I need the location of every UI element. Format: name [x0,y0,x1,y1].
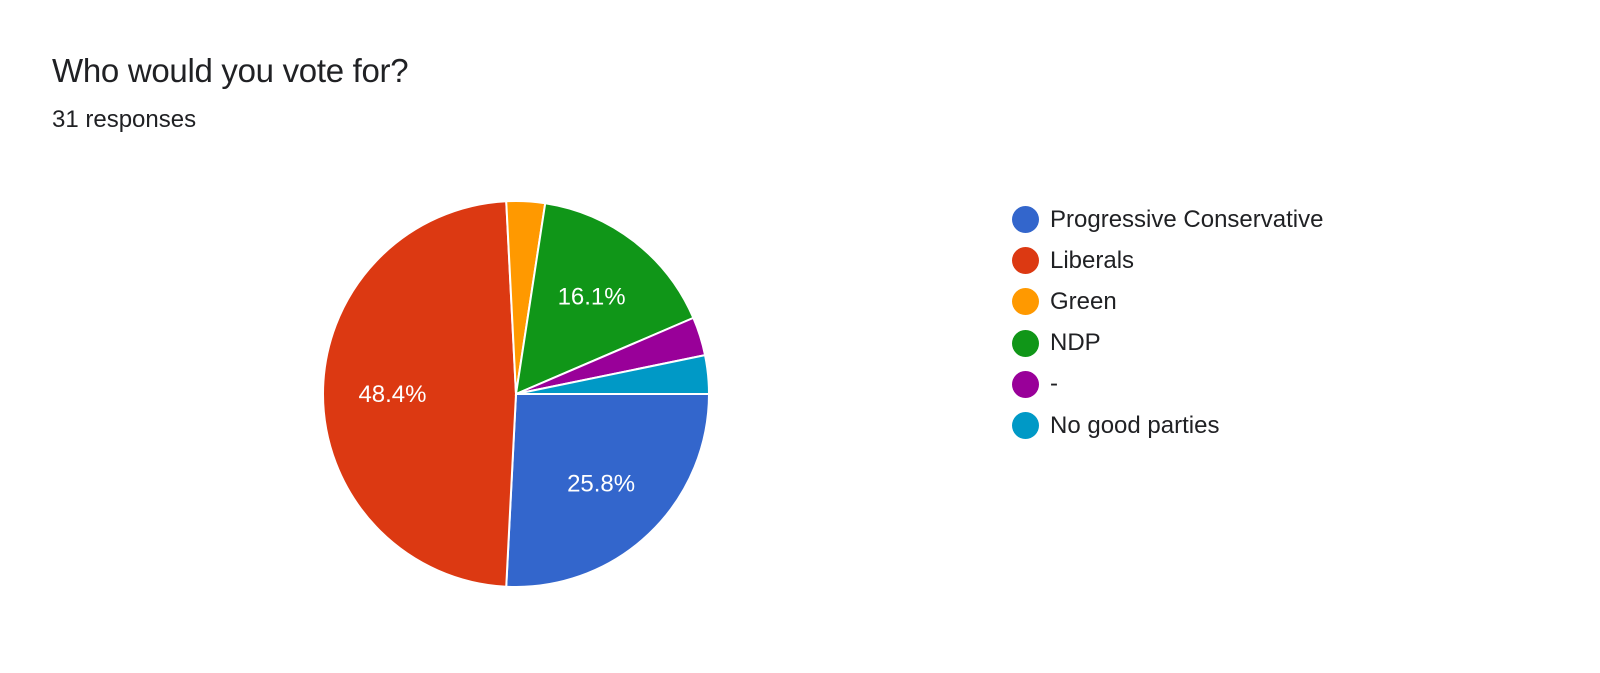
legend-swatch [1012,247,1039,275]
slice-label-ndp: 16.1% [558,283,626,310]
chart-legend: Progressive Conservative Liberals Green NDP… [1012,199,1323,446]
legend-label: NDP [1050,329,1101,357]
legend-item-green: Green [1012,281,1323,322]
legend-item-no-good-parties: No good parties [1012,405,1323,446]
slice-label-liberals: 48.4% [358,381,426,408]
legend-label: Green [1050,287,1117,315]
pie-chart: 25.8% 48.4% 16.1% [322,200,711,588]
legend-item-ndp: NDP [1012,323,1323,364]
chart-title: Who would you vote for? [52,52,409,89]
legend-label: Progressive Conservative [1050,205,1324,233]
legend-item-liberals: Liberals [1012,240,1323,281]
pie-slice-no-good-parties [515,353,711,395]
legend-label: No good parties [1050,411,1220,439]
pie-slice-ndp [514,202,695,396]
slice-label-progressive-conservative: 25.8% [567,471,635,498]
pie-slice-liberals [322,200,518,588]
legend-item-progressive-conservative: Progressive Conservative [1012,199,1323,240]
legend-swatch [1012,370,1039,398]
response-count: 31 responses [52,106,197,133]
legend-swatch [1012,206,1039,234]
legend-item-dash: - [1012,364,1323,405]
legend-swatch [1012,288,1039,316]
legend-swatch [1012,329,1039,357]
legend-label: Liberals [1050,246,1135,274]
legend-label: - [1050,370,1058,398]
pie-slice-progressive-conservative [505,393,711,588]
legend-swatch [1012,412,1039,440]
